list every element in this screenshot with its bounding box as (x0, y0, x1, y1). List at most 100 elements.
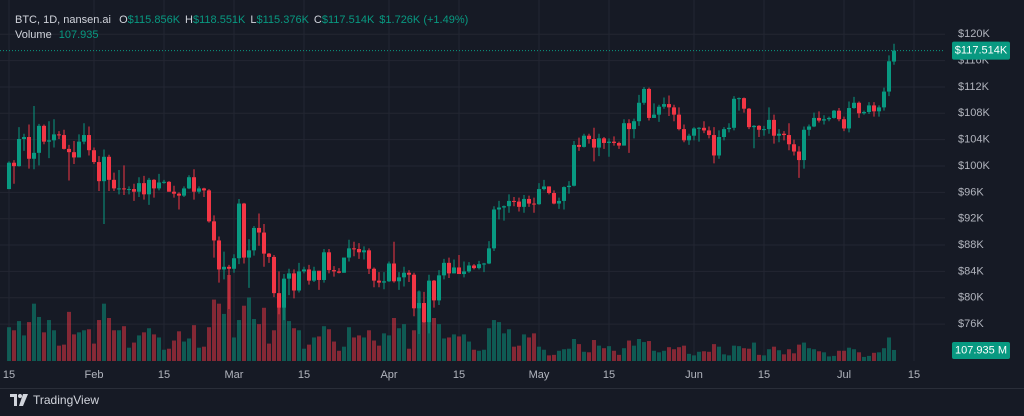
volume-bar (402, 324, 406, 361)
candle-body (392, 263, 396, 282)
volume-bar (122, 326, 126, 361)
candle-body (742, 98, 746, 109)
volume-bar (307, 344, 311, 361)
volume-bar (327, 329, 331, 361)
volume-bar (707, 351, 711, 361)
candle-body (557, 200, 561, 204)
volume-bar (517, 345, 521, 361)
candle-body (617, 142, 621, 146)
volume-bar (357, 335, 361, 361)
volume-bar (387, 335, 391, 361)
x-tick-label: May (529, 369, 550, 381)
candle-body (177, 193, 181, 196)
volume-bar (722, 354, 726, 361)
candle-body (312, 270, 316, 281)
candle-body (552, 193, 556, 204)
volume-bar (492, 320, 496, 361)
candle-body (707, 130, 711, 136)
candle-body (287, 273, 291, 279)
volume-bar (522, 334, 526, 361)
volume-bar (532, 333, 536, 361)
candle-body (272, 256, 276, 294)
candle-body (12, 162, 16, 167)
x-tick-label: 15 (298, 369, 310, 381)
volume-bar (542, 349, 546, 361)
volume-bar (802, 342, 806, 361)
volume-bar (777, 350, 781, 361)
volume-bar (302, 348, 306, 361)
y-tick-label: $92K (958, 213, 984, 225)
volume-bar (452, 334, 456, 361)
volume-bar (187, 338, 191, 361)
volume-bar (272, 330, 276, 361)
candle-body (692, 128, 696, 136)
candle-body (652, 114, 656, 118)
candle-body (212, 221, 216, 241)
candle-body (142, 183, 146, 195)
candle-body (487, 248, 491, 264)
volume-bar (637, 338, 641, 361)
candle-body (732, 98, 736, 128)
candle-body (57, 134, 61, 136)
candle-body (632, 121, 636, 130)
volume-bar (42, 332, 46, 361)
candle-body (867, 105, 871, 112)
footer-text: TradingView (33, 393, 100, 407)
x-tick-label: Jul (837, 369, 851, 381)
volume-bar (182, 341, 186, 361)
x-tick-label: 15 (908, 369, 920, 381)
candle-body (737, 98, 741, 100)
volume-bar (487, 328, 491, 361)
volume-bar (227, 275, 231, 361)
volume-bar (682, 345, 686, 361)
volume-bar (147, 328, 151, 361)
candle-body (322, 252, 326, 280)
candle-body (857, 102, 861, 114)
candle-body (842, 119, 846, 129)
candle-body (797, 151, 801, 161)
y-tick-label: $84K (958, 265, 984, 277)
volume-bars (7, 275, 896, 361)
volume-bar (252, 319, 256, 361)
volume-bar (87, 329, 91, 361)
volume-bar (112, 330, 116, 361)
volume-name: Volume (15, 29, 52, 41)
volume-bar (767, 349, 771, 361)
volume-bar (732, 345, 736, 361)
volume-bar (282, 303, 286, 361)
price-tag: $117.514K (955, 45, 1008, 57)
volume-bar (892, 349, 896, 361)
volume-bar (502, 333, 506, 361)
legend: BTC, 1D, nansen.ai O$115.856K H$118.551K L… (15, 13, 468, 43)
candle-body (17, 138, 21, 167)
candle-body (397, 277, 401, 282)
volume-bar (737, 346, 741, 361)
candle-body (252, 227, 256, 251)
candle-body (317, 270, 321, 280)
candle-body (747, 108, 751, 128)
footer-divider (0, 388, 1024, 389)
candle-body (812, 117, 816, 127)
volume-bar (652, 350, 656, 361)
candle-body (637, 102, 641, 122)
volume-bar (792, 353, 796, 361)
volume-bar (537, 346, 541, 361)
candle-body (562, 187, 566, 201)
candle-body (307, 269, 311, 281)
volume-bar (192, 325, 196, 361)
candle-body (412, 274, 416, 309)
candle-body (532, 203, 536, 205)
volume-bar (32, 303, 36, 361)
candle-body (702, 127, 706, 131)
candle-body (342, 257, 346, 273)
volume-bar (797, 344, 801, 361)
volume-bar (312, 337, 316, 361)
volume-bar (132, 342, 136, 361)
candle-body (282, 278, 286, 308)
volume-bar (847, 347, 851, 361)
y-tick-label: $88K (958, 239, 984, 251)
candle-body (762, 129, 766, 131)
candle-body (587, 135, 591, 139)
volume-bar (877, 352, 881, 361)
